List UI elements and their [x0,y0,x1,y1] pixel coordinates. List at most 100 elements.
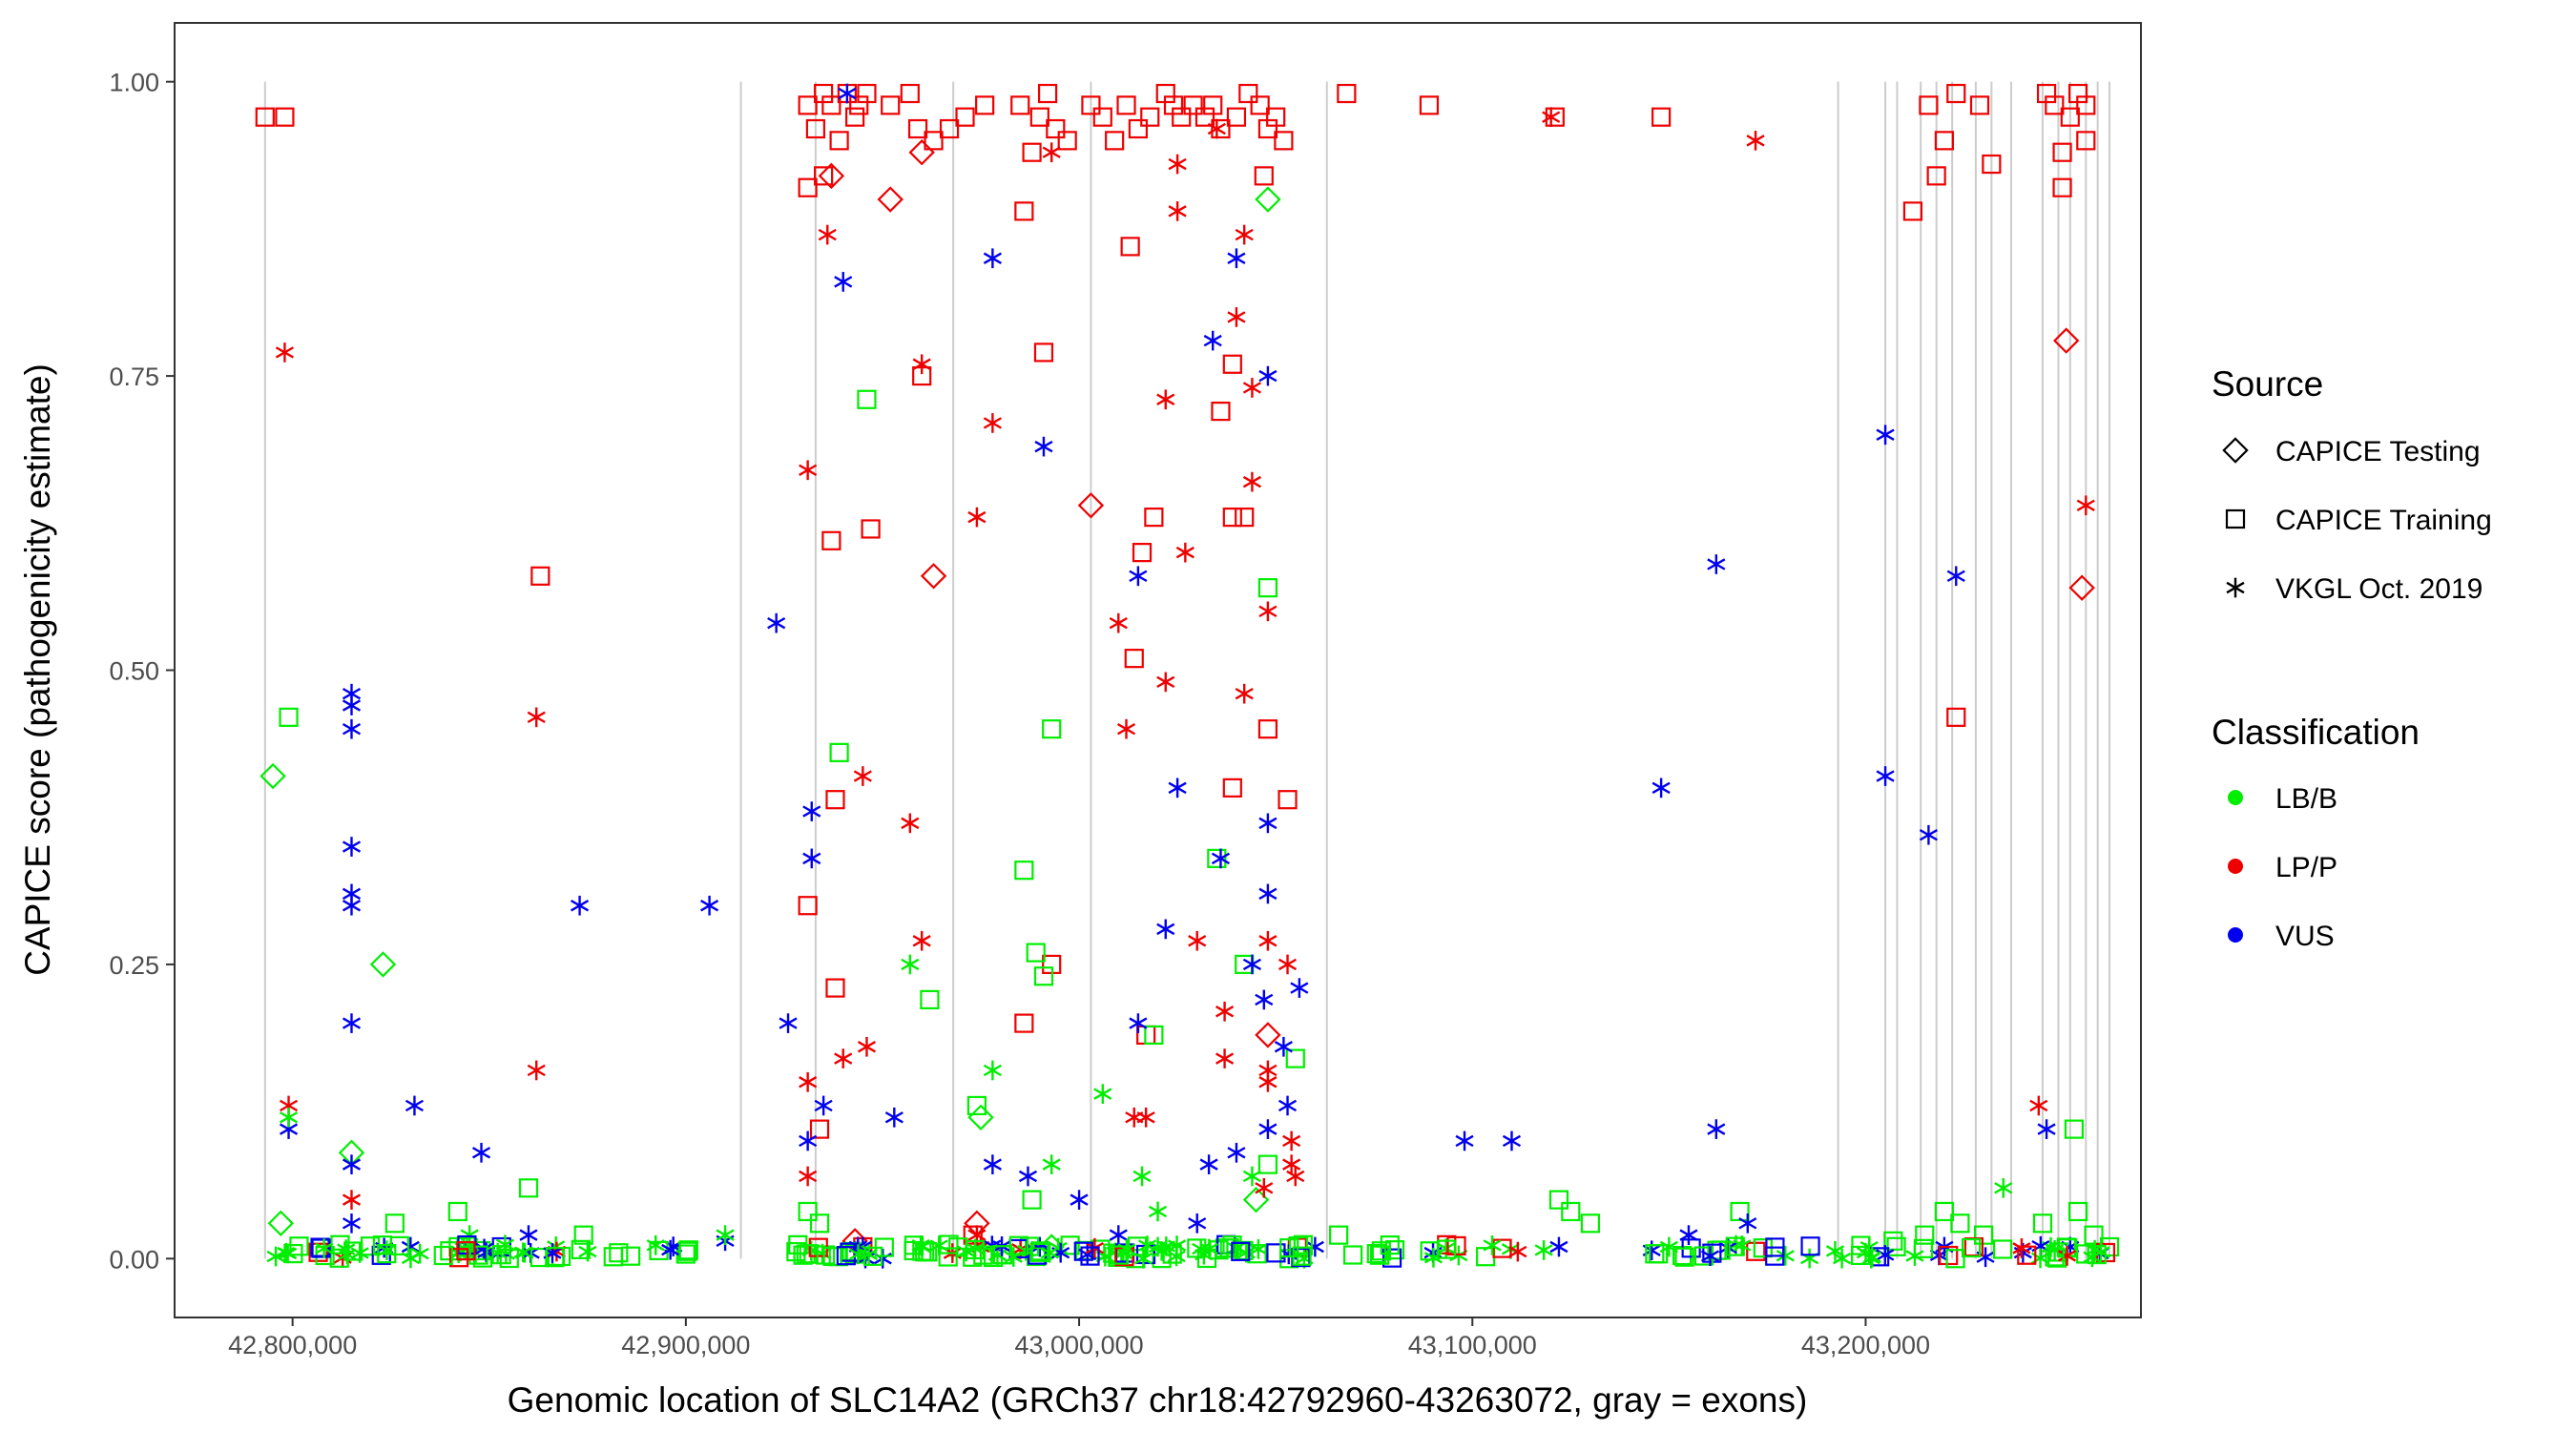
data-point [266,1246,285,1267]
y-axis-title: CAPICE score (pathogenicity estimate) [18,363,57,976]
data-point [716,1225,735,1245]
data-point [1730,1201,1750,1222]
data-point [939,118,960,139]
data-point [1014,1013,1034,1033]
data-point [1242,378,1261,398]
y-tick-label: 0.00 [109,1245,159,1274]
data-point [2086,1239,2105,1260]
data-point [1073,1241,1093,1261]
data-point [1962,1237,1982,1258]
data-point [957,1241,976,1262]
data-point [1092,107,1112,127]
data-point [1746,1241,1766,1261]
data-point [838,83,857,104]
data-point [1342,1245,1363,1265]
data-point [1026,943,1046,963]
data-point [255,107,275,127]
data-point [805,118,825,139]
data-point [1257,719,1278,739]
data-point [1168,201,1187,221]
data-point [767,612,786,633]
data-point [1946,83,1966,104]
data-point [983,1154,1002,1174]
data-point [1542,107,1561,128]
data-point [530,566,551,586]
data-point [1175,542,1195,563]
data-point [1423,1247,1443,1268]
data-point [983,248,1002,269]
data-point [337,1239,356,1259]
x-axis-title: Genomic location of SLC14A2 (GRCh37 chr1… [508,1380,1808,1420]
data-point [1109,1245,1130,1265]
data-point [1167,1235,1187,1255]
data-point [908,138,935,166]
data-point [1219,1238,1239,1258]
data-point [661,1239,680,1260]
data-point [342,1154,362,1174]
data-point [2052,327,2080,354]
data-point [1033,966,1054,986]
data-point [401,1248,420,1269]
data-point [1022,1190,1042,1210]
data-point [433,1245,453,1266]
data-point [275,107,295,127]
data-point [860,1244,879,1265]
data-point [955,107,975,127]
data-point [1274,131,1294,151]
data-point [1974,1225,1994,1245]
data-point [798,1201,818,1222]
data-point [1674,1247,1694,1267]
data-point [384,1213,405,1234]
data-point [845,107,865,127]
plot-panel-background [175,23,2141,1317]
data-point [2037,1119,2056,1139]
data-point [1203,95,1223,115]
data-point [1046,118,1066,139]
legend-class-key [2228,927,2243,943]
data-point [1128,118,1148,139]
data-point [1946,566,1965,587]
data-point [1235,508,1255,528]
legend-source-key [2226,577,2245,598]
data-point [2052,142,2072,162]
data-point [342,1190,362,1210]
data-point [975,95,995,115]
data-point [471,1142,491,1163]
data-point [1222,508,1242,528]
data-point [1652,107,1672,127]
data-point [799,1071,818,1092]
data-point [1534,1240,1553,1260]
data-point [1172,107,1192,127]
legend-source-label: CAPICE Testing [2275,436,2481,467]
data-point [912,354,931,375]
data-point [1255,1177,1274,1198]
data-point [518,1178,539,1198]
data-point [609,1243,629,1263]
x-tick-label: 43,200,000 [1801,1331,1930,1359]
data-point [1105,131,1125,151]
data-point [1242,471,1261,492]
data-point [2060,107,2080,127]
data-point [1800,1236,1820,1256]
data-point [1132,1166,1152,1187]
data-point [798,177,818,197]
data-point [1945,1249,1965,1269]
exon-lines [263,81,2111,1259]
data-point [1381,1248,1402,1268]
data-point [279,1107,299,1128]
data-point [2045,95,2065,115]
legend-source-label: CAPICE Training [2275,505,2492,536]
near-zero-cluster [266,1234,2116,1269]
data-point [1014,201,1034,221]
data-point [468,1245,488,1265]
data-point [1994,1177,2013,1198]
data-point [545,1246,566,1267]
data-point [938,1247,958,1267]
data-point [1282,1154,1301,1174]
data-point [1153,1241,1172,1261]
data-point [1008,1235,1029,1255]
data-point [1679,1225,1698,1245]
legend-class-key [2228,859,2243,874]
data-point [1258,601,1278,622]
data-point [1266,1243,1286,1263]
